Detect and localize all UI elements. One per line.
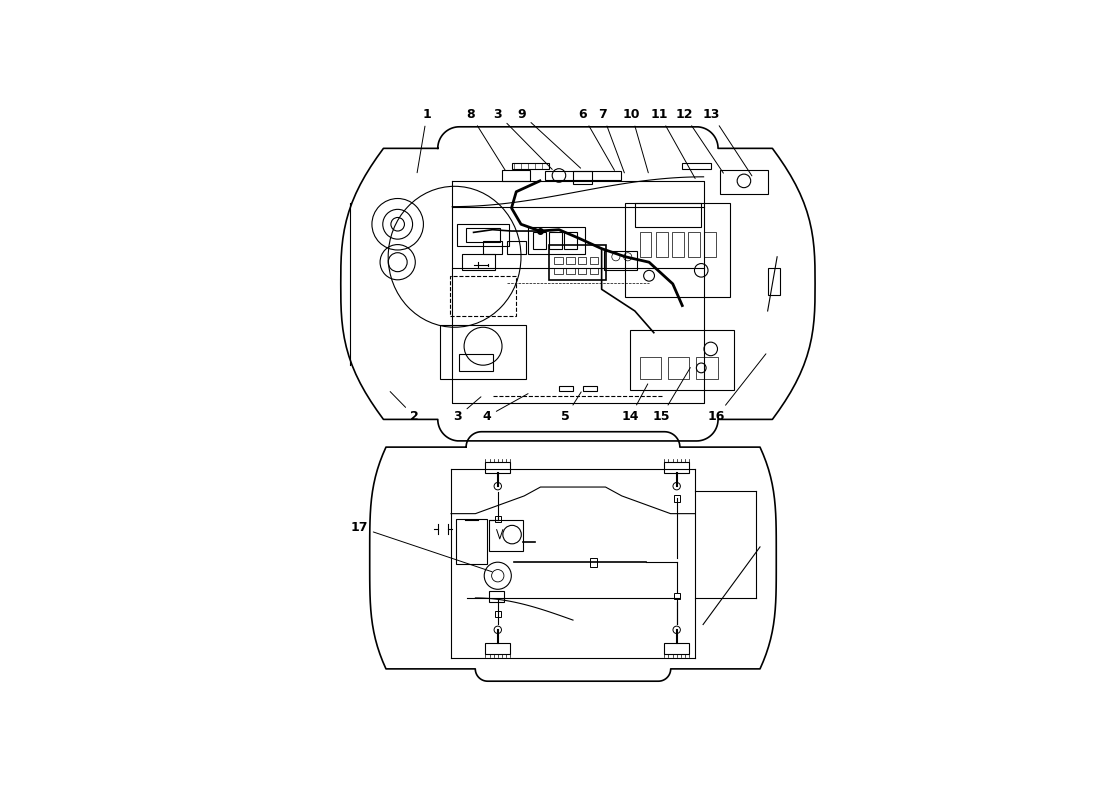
Bar: [485, 462, 510, 473]
Text: 9: 9: [517, 108, 581, 168]
Bar: [566, 268, 574, 274]
Text: 15: 15: [652, 367, 691, 423]
Bar: [573, 171, 592, 183]
Text: 8: 8: [465, 108, 505, 170]
Bar: [590, 558, 597, 566]
Bar: [554, 268, 563, 274]
Text: 3: 3: [453, 397, 481, 423]
Bar: [512, 163, 550, 169]
Bar: [768, 268, 780, 294]
Bar: [672, 232, 684, 257]
Bar: [495, 516, 500, 522]
Bar: [630, 330, 735, 390]
Bar: [578, 268, 586, 274]
Polygon shape: [341, 127, 815, 441]
Bar: [688, 232, 700, 257]
Bar: [550, 245, 606, 280]
Bar: [455, 519, 486, 564]
Bar: [590, 257, 598, 263]
Bar: [559, 386, 573, 391]
Bar: [682, 163, 711, 169]
Text: 16: 16: [707, 354, 766, 423]
Bar: [673, 495, 680, 502]
Bar: [488, 521, 522, 551]
Bar: [696, 357, 718, 378]
Text: 4: 4: [483, 394, 528, 423]
Bar: [656, 232, 668, 257]
Bar: [549, 232, 562, 249]
Bar: [456, 224, 509, 246]
Bar: [462, 254, 495, 270]
Bar: [528, 227, 585, 254]
Bar: [583, 386, 597, 391]
Text: 1: 1: [417, 108, 431, 173]
Text: 7: 7: [598, 108, 625, 173]
Text: 6: 6: [578, 108, 615, 170]
Bar: [488, 590, 504, 602]
Bar: [466, 228, 499, 242]
Polygon shape: [370, 432, 777, 682]
Bar: [664, 462, 689, 473]
Bar: [554, 257, 563, 263]
Bar: [485, 643, 510, 654]
Text: 2: 2: [390, 391, 419, 423]
Bar: [502, 170, 530, 181]
Bar: [604, 251, 637, 270]
Bar: [483, 241, 502, 254]
Bar: [544, 171, 620, 179]
Bar: [720, 170, 768, 194]
Bar: [460, 354, 493, 370]
Bar: [495, 610, 500, 617]
Bar: [578, 257, 586, 263]
Bar: [704, 232, 716, 257]
Bar: [639, 357, 661, 378]
Bar: [566, 257, 574, 263]
Bar: [440, 325, 526, 378]
Bar: [507, 241, 526, 254]
Text: 10: 10: [623, 108, 648, 173]
Bar: [564, 232, 578, 249]
Bar: [450, 276, 516, 317]
Text: 11: 11: [650, 108, 695, 178]
Bar: [664, 643, 689, 654]
Bar: [639, 232, 651, 257]
Bar: [532, 232, 546, 249]
Bar: [668, 357, 690, 378]
Text: 17: 17: [351, 521, 492, 572]
Bar: [673, 594, 680, 599]
Text: 13: 13: [703, 108, 752, 176]
Text: 12: 12: [675, 108, 724, 173]
Text: 3: 3: [494, 108, 552, 170]
Bar: [635, 202, 701, 227]
Text: 14: 14: [621, 384, 648, 423]
Text: 5: 5: [561, 392, 581, 423]
Bar: [590, 268, 598, 274]
Bar: [625, 202, 729, 298]
